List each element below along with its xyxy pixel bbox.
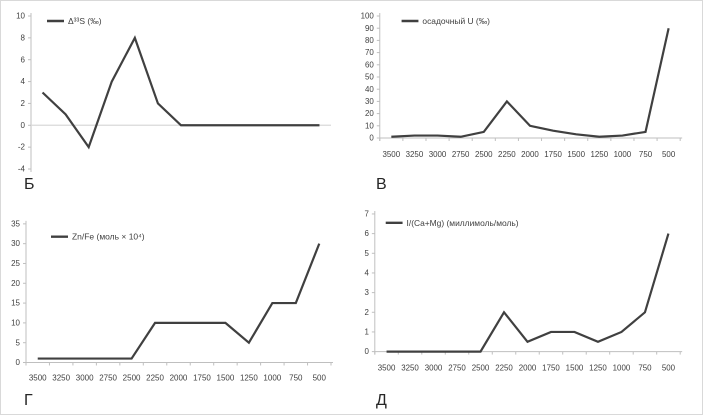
x-tick-label: 3000: [76, 373, 94, 382]
data-line: [37, 243, 321, 360]
x-tick-label: 1750: [544, 150, 562, 159]
y-tick-label: -4: [18, 165, 26, 174]
x-tick-label: 3500: [383, 150, 401, 159]
panel-letter-d: Д: [376, 392, 387, 409]
data-line: [391, 27, 670, 138]
x-tick-label: 2500: [123, 373, 141, 382]
panel-letter-g: Г: [24, 392, 33, 409]
x-tick-label: 2750: [448, 363, 466, 372]
x-tick-label: 1000: [614, 150, 632, 159]
x-tick-label: 2500: [475, 150, 493, 159]
y-tick-label: 8: [21, 33, 26, 42]
x-tick-label: 3250: [401, 363, 419, 372]
chart-zn-fe: 0 5 10 15 20 25 30 35 3500 3250 3000 2750 2500 2250 20…: [11, 219, 333, 382]
y-tick-label: 20: [365, 109, 374, 118]
x-tick-label: 1000: [263, 373, 281, 382]
x-tick-label: 1250: [240, 373, 258, 382]
y-tick-label: 6: [364, 229, 369, 238]
y-tick-label: 4: [21, 77, 26, 86]
x-tick-label: 500: [662, 363, 676, 372]
x-tick-label: 1500: [217, 373, 235, 382]
y-tick-label: 50: [365, 73, 374, 82]
y-tick-label: 20: [11, 279, 20, 288]
x-tick-label: 750: [638, 363, 652, 372]
x-tick-label: 1250: [590, 150, 608, 159]
y-tick-label: 2: [364, 308, 368, 317]
legend-label: Δ³³S (‰): [68, 16, 102, 26]
legend-label: осадочный U (‰): [422, 16, 490, 26]
x-tick-label: 2250: [498, 150, 516, 159]
x-tick-label: 2750: [99, 373, 117, 382]
panel-letter-b: Б: [24, 176, 35, 193]
chart-panel-sedimentary-u: 0 10 20 30 40 50 60 70 80 90 100 3500 3250 3000 2750 25…: [353, 1, 702, 209]
y-tick-label: 10: [16, 12, 25, 21]
y-tick-label: 60: [365, 60, 374, 69]
y-tick-label: 30: [11, 239, 20, 248]
y-tick-label: 70: [365, 48, 374, 57]
x-tick-label: 2000: [519, 363, 537, 372]
y-tick-label: 7: [364, 210, 368, 219]
y-tick-label: 100: [361, 12, 375, 21]
y-tick-label: 15: [11, 299, 20, 308]
x-tick-label: 1750: [542, 363, 560, 372]
x-tick-label: 1500: [566, 363, 584, 372]
x-tick-label: 2000: [170, 373, 188, 382]
chart-sedimentary-u: 0 10 20 30 40 50 60 70 80 90 100 3500 3250 3000 2750 25…: [361, 12, 683, 159]
y-tick-label: 1: [364, 328, 369, 337]
x-tick-label: 750: [289, 373, 303, 382]
chart-i-ca-mg: 0 1 2 3 4 5 6 7 3500 3250 3000 2750 2500 2250 2000 1750…: [364, 210, 683, 372]
y-tick-label: 3: [364, 288, 369, 297]
x-tick-label: 500: [313, 373, 327, 382]
chart-panel-zn-fe: 0 5 10 15 20 25 30 35 3500 3250 3000 2750 2500 2250 20…: [1, 209, 353, 414]
x-tick-label: 1250: [589, 363, 607, 372]
panel-letter-v: В: [376, 176, 387, 193]
x-tick-label: 3000: [429, 150, 447, 159]
x-tick-label: 2500: [472, 363, 490, 372]
y-tick-label: 0: [364, 347, 369, 356]
y-tick-label: 10: [11, 318, 20, 327]
y-tick-label: 40: [365, 85, 374, 94]
chart-delta33s: -4 -2 0 2 4 6 8 10 Δ³³S (‰): [16, 12, 331, 174]
x-tick-label: 2250: [495, 363, 513, 372]
x-tick-label: 3000: [425, 363, 443, 372]
x-tick-label: 2250: [146, 373, 164, 382]
y-tick-label: 0: [16, 358, 21, 367]
y-tick-label: 5: [16, 338, 21, 347]
x-tick-label: 750: [639, 150, 653, 159]
x-tick-label: 1500: [567, 150, 585, 159]
y-tick-label: 80: [365, 36, 374, 45]
y-tick-label: -2: [18, 143, 26, 152]
chart-panel-delta33s: -4 -2 0 2 4 6 8 10 Δ³³S (‰) Б: [1, 1, 353, 209]
chart-panel-i-ca-mg: 0 1 2 3 4 5 6 7 3500 3250 3000 2750 2500 2250 2000 1750…: [353, 209, 702, 414]
legend-label: I/(Ca+Mg) (миллимоль/моль): [407, 218, 519, 228]
y-tick-label: 25: [11, 259, 20, 268]
legend-label: Zn/Fe (моль × 10⁴): [72, 232, 145, 242]
y-tick-label: 0: [21, 121, 26, 130]
y-tick-label: 90: [365, 24, 374, 33]
x-tick-label: 3500: [29, 373, 47, 382]
y-tick-label: 6: [21, 55, 26, 64]
x-tick-label: 2000: [521, 150, 539, 159]
y-tick-label: 0: [369, 134, 374, 143]
y-tick-label: 4: [364, 269, 369, 278]
y-tick-label: 35: [11, 219, 20, 228]
y-tick-label: 2: [21, 99, 26, 108]
x-tick-label: 3500: [378, 363, 396, 372]
x-tick-label: 500: [662, 150, 676, 159]
data-line: [386, 233, 670, 353]
y-tick-label: 30: [365, 97, 374, 106]
y-tick-label: 10: [365, 121, 374, 130]
y-tick-label: 5: [364, 249, 369, 258]
x-tick-label: 1000: [613, 363, 631, 372]
x-tick-label: 2750: [452, 150, 470, 159]
data-line: [41, 35, 320, 150]
x-tick-label: 3250: [52, 373, 70, 382]
x-tick-label: 3250: [406, 150, 424, 159]
x-tick-label: 1750: [193, 373, 211, 382]
